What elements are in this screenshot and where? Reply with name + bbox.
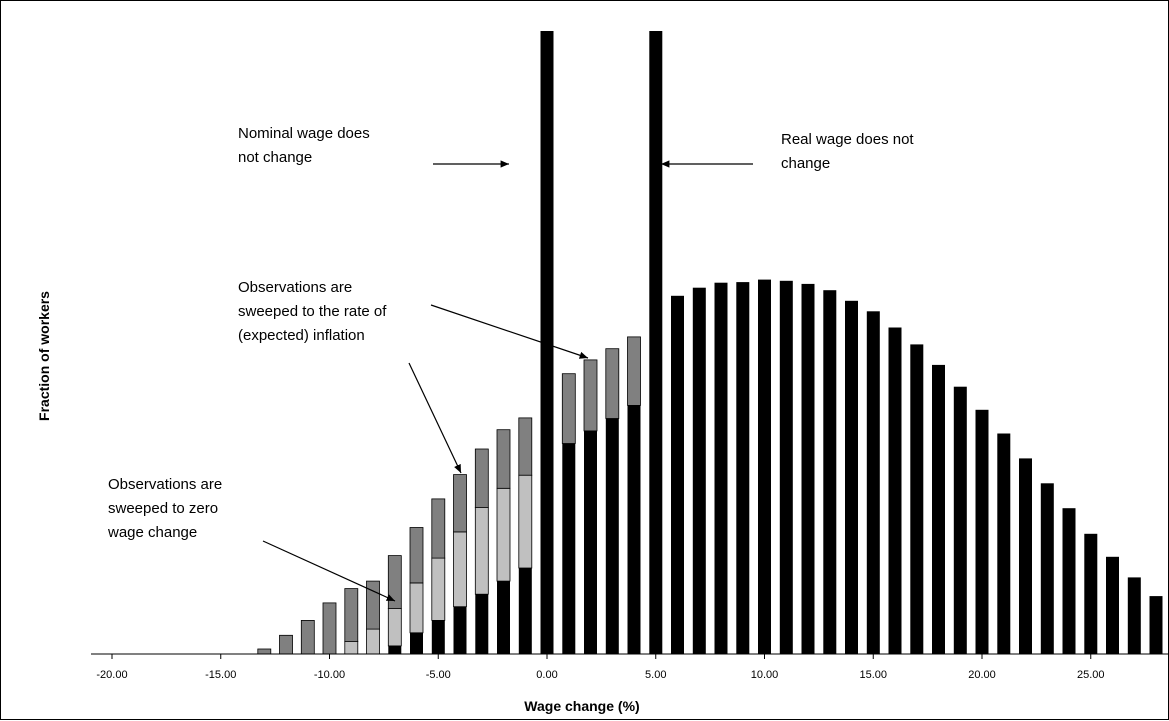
bar-segment-0 <box>1106 556 1119 654</box>
bar-segment-2 <box>344 588 359 642</box>
bar-segment-1 <box>409 582 424 634</box>
bar-segment-0 <box>1149 596 1163 654</box>
x-tick-label: 10.00 <box>751 669 779 681</box>
bar-segment-0 <box>1127 577 1141 654</box>
bar-segment-1 <box>387 608 402 647</box>
bar-segment-0 <box>627 405 641 654</box>
bar-segment-2 <box>431 498 446 559</box>
bar-segment-0 <box>975 409 989 654</box>
bar-segment-0 <box>997 433 1011 654</box>
bar-segment-0 <box>801 283 815 654</box>
bar-segment-0 <box>1040 483 1054 654</box>
bar-segment-0 <box>518 568 532 654</box>
bar-segment-0 <box>453 606 467 654</box>
bar-segment-0 <box>649 31 663 654</box>
bar-segment-0 <box>1062 508 1076 654</box>
annotation-text: Observations are sweeped to the rate of (e… <box>238 279 387 344</box>
bar-segment-1 <box>518 474 533 569</box>
bar-segment-0 <box>410 632 423 654</box>
bar-segment-2 <box>409 527 424 584</box>
bars-group <box>257 31 1163 655</box>
x-tick-label: 15.00 <box>859 669 887 681</box>
bar-segment-2 <box>453 474 467 533</box>
x-tick-label: -10.00 <box>314 669 345 681</box>
bar-segment-0 <box>497 581 510 654</box>
bar-segment-2 <box>322 602 337 655</box>
x-axis: -20.00 -15.00 -10.00 -5.00 0.00 5.00 10.00 15.0… <box>91 653 1169 681</box>
x-tick-label: -20.00 <box>96 669 127 681</box>
bar-segment-0 <box>845 300 858 654</box>
bar-segment-0 <box>714 282 728 654</box>
bar-segment-2 <box>583 359 598 432</box>
bar-segment-0 <box>540 31 554 654</box>
annotation-arrow <box>262 540 396 602</box>
bar-segment-2 <box>605 348 620 419</box>
bar-segment-0 <box>932 364 945 654</box>
bar-segment-0 <box>866 311 880 654</box>
bar-segment-0 <box>562 443 576 654</box>
bar-segment-2 <box>474 448 489 508</box>
bar-segment-2 <box>496 429 511 489</box>
bar-segment-0 <box>475 594 489 654</box>
annotation-text: Real wage does not change <box>781 131 914 172</box>
bar-segment-0 <box>758 279 771 654</box>
annotation-arrow <box>408 362 462 474</box>
bar-segment-2 <box>279 634 293 655</box>
bar-segment-0 <box>605 418 619 654</box>
bar-segment-0 <box>953 386 967 654</box>
annotations-group: Nominal wage does not change Real wage doe… <box>107 125 914 602</box>
y-axis-title: Fraction of workers <box>36 291 52 421</box>
bar-segment-1 <box>431 557 446 621</box>
bar-segment-0 <box>388 645 402 654</box>
annotation-text: Observations are sweeped to zero wage chan… <box>107 476 222 541</box>
x-tick-label: -5.00 <box>426 669 451 681</box>
annotation-arrow <box>430 304 589 359</box>
x-tick-label: -15.00 <box>205 669 236 681</box>
x-tick-label: 20.00 <box>968 669 996 681</box>
bar-segment-2 <box>300 620 315 655</box>
bar-segment-0 <box>779 280 793 654</box>
bar-segment-2 <box>627 336 641 406</box>
bar-segment-1 <box>366 628 380 655</box>
bar-segment-0 <box>584 431 597 654</box>
x-axis-title: Wage change (%) <box>524 698 639 714</box>
bar-segment-2 <box>518 417 533 476</box>
bar-segment-2 <box>561 373 576 444</box>
bar-segment-0 <box>431 620 445 654</box>
bar-segment-2 <box>257 648 272 655</box>
bar-segment-0 <box>736 282 750 654</box>
bar-segment-0 <box>692 287 706 654</box>
annotation-text: Nominal wage does not change <box>238 125 370 166</box>
x-tick-label: 25.00 <box>1077 669 1105 681</box>
bar-segment-0 <box>823 290 837 654</box>
bar-segment-0 <box>1084 533 1098 654</box>
x-tick-label: 0.00 <box>536 669 557 681</box>
bar-segment-1 <box>453 531 467 608</box>
bar-segment-0 <box>1019 458 1032 654</box>
bar-segment-0 <box>671 295 684 654</box>
bar-segment-1 <box>344 641 359 655</box>
x-tick-label: 5.00 <box>645 669 666 681</box>
bar-segment-0 <box>910 344 924 654</box>
bar-segment-1 <box>496 487 511 582</box>
bar-segment-1 <box>474 507 489 595</box>
bar-segment-0 <box>888 327 902 654</box>
